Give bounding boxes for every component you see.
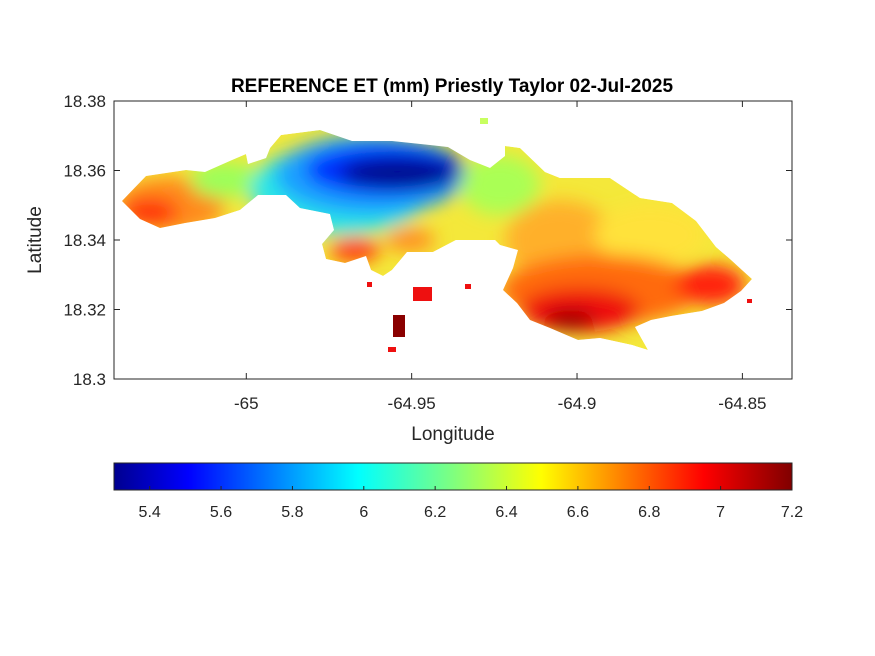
colorbar-tick-label: 5.6 <box>210 504 232 521</box>
colorbar-tick-label: 6.2 <box>424 504 446 521</box>
heat-blob-sw-red <box>330 238 380 262</box>
cay-patch <box>413 287 432 301</box>
cay-patch <box>388 347 396 352</box>
heat-blob-lagoon-orange <box>385 228 435 252</box>
y-tick-label: 18.38 <box>63 92 106 111</box>
x-axis-label: Longitude <box>411 424 494 445</box>
x-tick-label: -65 <box>234 394 259 413</box>
y-axis-label: Latitude <box>25 206 46 274</box>
y-tick-label: 18.36 <box>63 162 106 181</box>
colorbar <box>113 462 793 491</box>
cay-patch <box>393 315 405 337</box>
x-tick-label: -64.85 <box>718 394 766 413</box>
colorbar-tick-label: 6.4 <box>495 504 517 521</box>
x-tick-label: -64.95 <box>388 394 436 413</box>
y-tick-label: 18.34 <box>63 231 106 250</box>
colorbar-tick-label: 6 <box>359 504 368 521</box>
y-tick-label: 18.3 <box>73 370 106 389</box>
heat-blob-north-green <box>460 155 540 215</box>
cay-patch <box>465 284 471 289</box>
colorbar-tick-label: 6.8 <box>638 504 660 521</box>
colorbar-tick-label: 5.8 <box>281 504 303 521</box>
heat-blob-west-green <box>190 162 260 198</box>
chart-title: REFERENCE ET (mm) Priestly Taylor 02-Jul… <box>231 76 673 97</box>
heat-field <box>122 130 752 350</box>
colorbar-tick-label: 6.6 <box>567 504 589 521</box>
heat-blob-east-yellow <box>595 205 705 265</box>
cay-patch <box>747 299 752 303</box>
heat-blob-south-darkred <box>545 310 595 330</box>
heat-blob-east-red <box>675 265 745 305</box>
x-tick-label: -64.9 <box>558 394 597 413</box>
cay-patch <box>367 282 372 287</box>
colorbar-tick-label: 5.4 <box>139 504 161 521</box>
heat-blob-darkblue <box>340 157 460 189</box>
x-axis: -65 -64.95 -64.9 -64.85 <box>234 101 766 413</box>
colorbar-ticks: 5.4 5.6 5.8 6 6.2 6.4 6.6 6.8 7 7.2 <box>139 486 803 521</box>
colorbar-tick-label: 7.2 <box>781 504 803 521</box>
y-axis: 18.3 18.32 18.34 18.36 18.38 <box>63 92 792 389</box>
cay-patch <box>480 118 488 124</box>
colorbar-tick-label: 7 <box>716 504 725 521</box>
y-tick-label: 18.32 <box>63 301 106 320</box>
